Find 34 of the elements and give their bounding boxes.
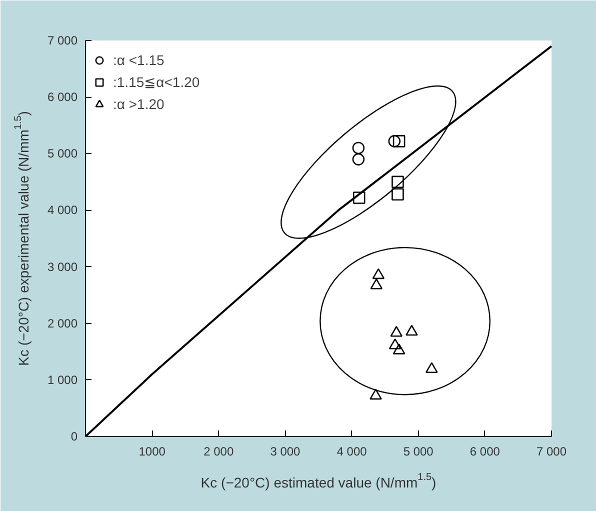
y-tick-label: 1 000 [47, 372, 78, 387]
x-tick-label: 7 000 [536, 444, 567, 458]
y-tick-label: 6 000 [47, 90, 78, 104]
y-axis-title: Kc (−20°C) experimental value (N/mm1.5) [13, 111, 32, 366]
point [392, 344, 406, 354]
point [352, 153, 365, 166]
legend-label: :1.15≦α<1.20 [113, 74, 200, 90]
point [352, 142, 365, 154]
x-tick-label: 6 000 [470, 444, 500, 458]
y-tick-label: 4 000 [47, 203, 78, 218]
y-tick-label: 2 000 [47, 316, 78, 330]
x-tick-label: 4 000 [336, 444, 368, 458]
y-tick-label: 3 000 [47, 260, 78, 274]
point [392, 176, 404, 188]
x-tick-label: 2 000 [204, 444, 234, 458]
point [392, 135, 406, 148]
point [390, 326, 403, 337]
point [388, 338, 402, 350]
legend-label: :α <1.15 [113, 52, 164, 68]
point [406, 324, 418, 336]
point [388, 135, 401, 148]
x-tick-label: 1000 [138, 444, 166, 458]
x-tick-label: 3 000 [270, 444, 301, 458]
point [352, 192, 366, 204]
y-tick-label: 0 [70, 430, 78, 444]
point [370, 388, 382, 400]
point [372, 268, 385, 280]
legend-label: :α >1.20 [113, 96, 164, 112]
y-tick-label: 7 000 [47, 34, 78, 48]
point [392, 188, 404, 201]
point [370, 278, 383, 290]
point [426, 362, 438, 374]
x-tick-label: 5 000 [403, 444, 434, 458]
y-tick-label: 5 000 [47, 146, 78, 161]
